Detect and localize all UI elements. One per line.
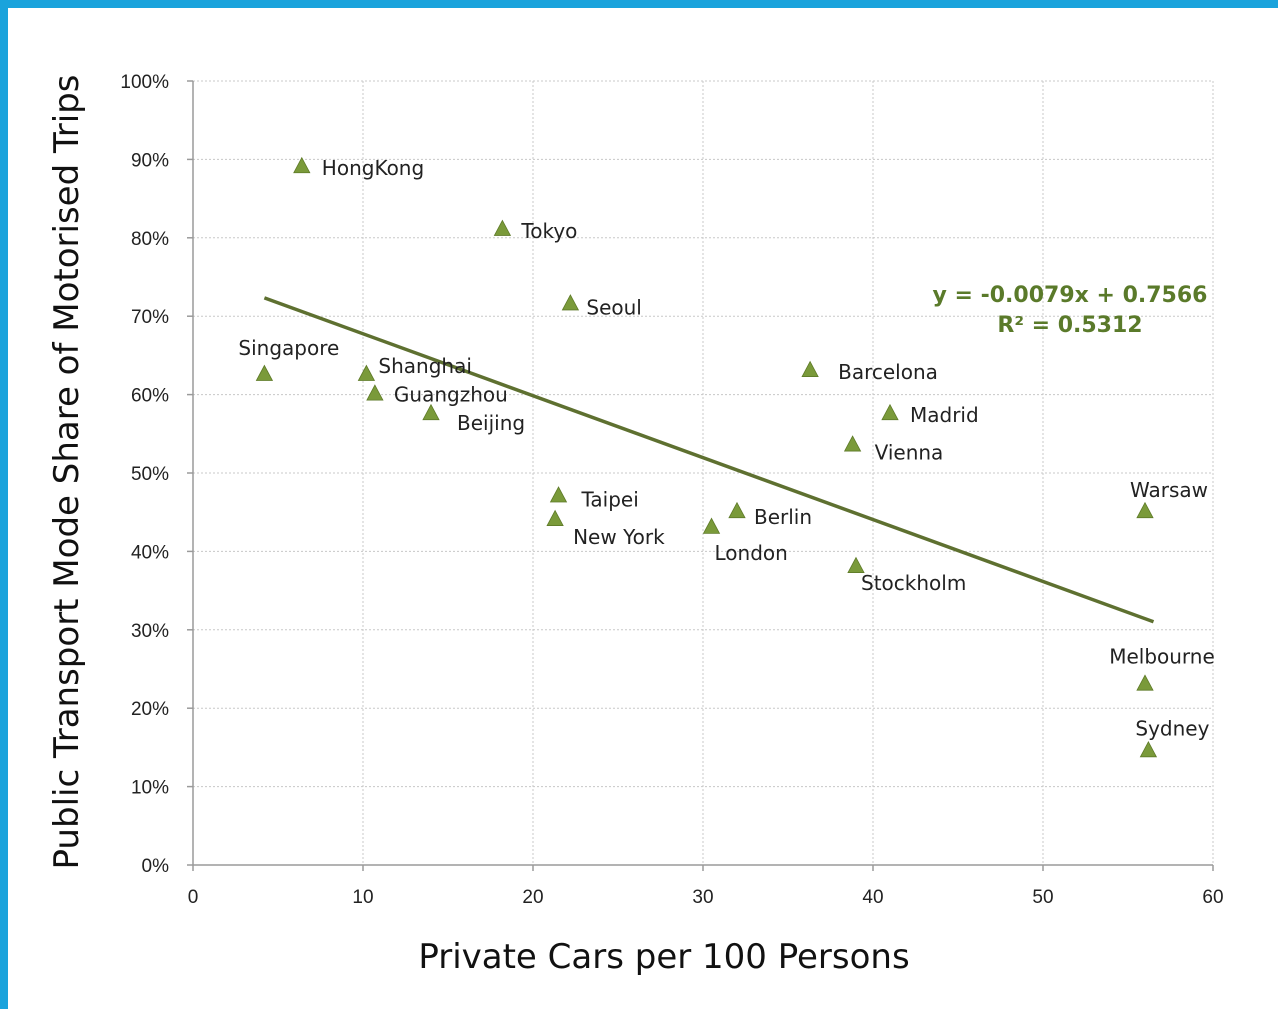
point-marker [1136,674,1154,691]
point-marker [702,517,721,534]
x-tick-label: 30 [692,887,713,908]
x-tick-label: 10 [352,887,373,908]
y-axis-title: Public Transport Mode Share of Motorised… [47,75,87,870]
point-label: Beijing [457,411,525,435]
x-tick-label: 60 [1202,887,1223,908]
point-marker [1136,501,1154,519]
x-axis-title: Private Cars per 100 Persons [418,937,909,977]
point-label: Melbourne [1109,645,1215,669]
point-marker [357,364,376,381]
y-tick-label: 0% [142,856,170,877]
point-marker [881,403,899,421]
point-marker [847,556,865,573]
x-tick-label: 50 [1032,887,1053,908]
y-tick-label: 40% [131,542,169,563]
point-label: Tokyo [520,219,577,243]
data-points [255,156,1158,758]
point-marker [549,486,568,503]
trend-r-squared: R² = 0.5312 [997,313,1142,338]
x-tick-labels: 0 10 20 30 40 50 60 [188,887,1224,908]
x-tick-label: 0 [188,887,199,908]
y-tick-label: 50% [131,464,169,485]
point-label: Taipei [581,488,639,512]
point-label: Vienna [875,441,944,465]
point-label: Warsaw [1130,478,1208,502]
point-label: Seoul [586,295,641,319]
point-marker [561,294,580,311]
point-marker [255,364,274,381]
point-label: Madrid [910,403,979,427]
x-tick-label: 40 [862,887,883,908]
point-label: HongKong [322,156,424,180]
point-label: New York [573,525,665,549]
point-label: Barcelona [838,360,938,384]
point-label: Berlin [754,505,812,529]
y-tick-label: 20% [131,699,169,720]
y-tick-labels: 0% 10% 20% 30% 40% 50% 60% 70% 80% 90% 100% [120,72,169,877]
y-tick-label: 90% [131,150,169,171]
trend-line [263,296,1155,624]
y-tick-label: 10% [131,778,169,799]
y-tick-label: 80% [131,229,169,250]
point-marker [728,501,746,519]
point-label: London [715,541,788,565]
grid [193,80,1214,865]
point-labels: HongKong Tokyo Seoul Singapore Shanghai Guang… [238,156,1214,740]
point-marker [801,360,819,377]
point-marker [843,435,862,452]
point-label: Singapore [238,336,339,360]
axes [187,80,1214,871]
point-marker [366,384,384,401]
x-tick-label: 20 [522,887,543,908]
point-marker [293,156,311,174]
point-marker [493,219,512,236]
point-label: Sydney [1135,716,1209,740]
point-marker [1139,740,1158,758]
point-marker [546,509,564,526]
y-tick-label: 70% [131,307,169,328]
y-tick-label: 100% [120,72,169,93]
y-tick-label: 30% [131,621,169,642]
point-label: Shanghai [378,354,472,378]
y-tick-label: 60% [131,386,169,407]
point-label: Stockholm [861,571,966,595]
point-marker [422,403,440,421]
point-label: Guangzhou [394,383,508,407]
trend-equation: y = -0.0079x + 0.7566 [933,283,1208,308]
